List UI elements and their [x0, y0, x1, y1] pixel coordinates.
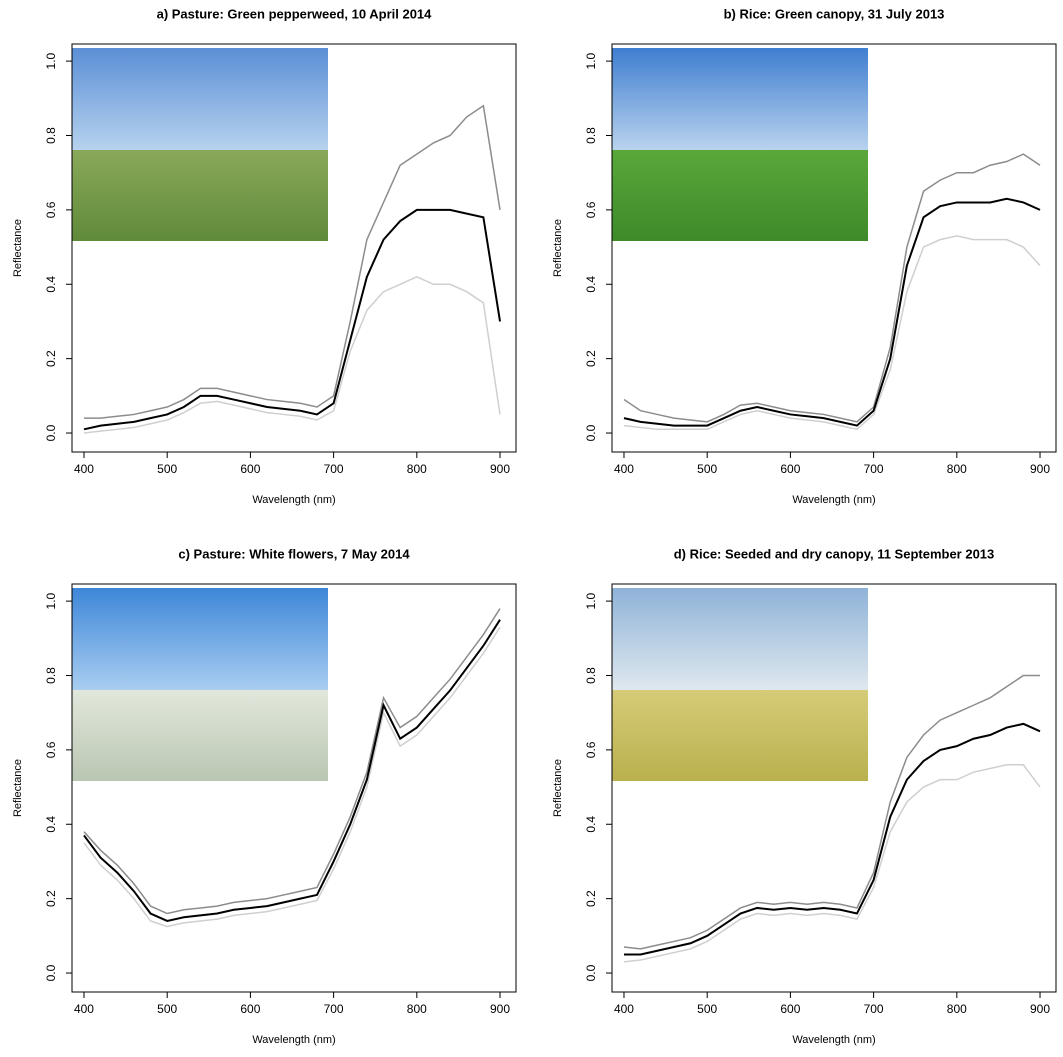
y-tick-label: 0.8 — [584, 667, 598, 684]
spectrum-line — [83, 619, 501, 923]
x-tick-label: 600 — [240, 1002, 260, 1016]
x-axis-label: Wavelength (nm) — [252, 1034, 335, 1046]
y-axis-label: Reflectance — [12, 759, 24, 817]
x-tick-label: 400 — [614, 462, 634, 476]
x-tick-label: 900 — [1030, 1002, 1050, 1016]
x-tick-label: 600 — [240, 462, 260, 476]
photo-sky — [72, 48, 328, 150]
x-tick-label: 800 — [407, 462, 427, 476]
spectrum-line — [623, 764, 1041, 963]
y-tick-label: 0.4 — [44, 816, 58, 833]
panel-title: c) Pasture: White flowers, 7 May 2014 — [178, 546, 410, 561]
panel: b) Rice: Green canopy, 31 July 2013 400 50… — [552, 6, 1057, 506]
y-axis-label: Reflectance — [552, 219, 564, 277]
panel-title: b) Rice: Green canopy, 31 July 2013 — [724, 6, 945, 21]
y-axis-label: Reflectance — [552, 759, 564, 817]
y-tick-label: 0.2 — [44, 890, 58, 907]
x-tick-label: 800 — [947, 1002, 967, 1016]
plot-frame — [611, 583, 1057, 993]
photo-field — [612, 690, 868, 781]
y-tick-label: 1.0 — [584, 52, 598, 69]
y-axis-label: Reflectance — [12, 219, 24, 277]
y-tick-label: 0.4 — [584, 276, 598, 293]
x-axis-label: Wavelength (nm) — [252, 494, 335, 506]
panel: a) Pasture: Green pepperweed, 10 April 2… — [12, 6, 517, 506]
panel-title: d) Rice: Seeded and dry canopy, 11 Septe… — [674, 546, 995, 561]
y-tick-label: 0.6 — [584, 201, 598, 218]
plot-frame — [71, 583, 517, 993]
y-tick-label: 0.2 — [44, 350, 58, 367]
x-axis-label: Wavelength (nm) — [792, 494, 875, 506]
photo-field — [72, 690, 328, 781]
y-tick-label: 0.0 — [584, 964, 598, 981]
y-tick-label: 0.8 — [584, 127, 598, 144]
y-tick-label: 0.8 — [44, 667, 58, 684]
y-tick-label: 0.6 — [584, 741, 598, 758]
y-tick-label: 0.6 — [44, 201, 58, 218]
y-tick-label: 1.0 — [584, 592, 598, 609]
photo-field — [72, 150, 328, 241]
y-tick-label: 1.0 — [44, 592, 58, 609]
spectrum-line — [83, 275, 501, 434]
spectrum-line — [83, 608, 501, 915]
y-tick-label: 0.8 — [44, 127, 58, 144]
y-tick-label: 0.2 — [584, 350, 598, 367]
plot-frame — [611, 43, 1057, 453]
x-tick-label: 900 — [490, 462, 510, 476]
x-tick-label: 400 — [74, 1002, 94, 1016]
x-tick-label: 400 — [74, 462, 94, 476]
spectrum-line — [83, 208, 502, 431]
x-tick-label: 700 — [324, 1002, 344, 1016]
x-tick-label: 700 — [864, 1002, 884, 1016]
photo-sky — [72, 588, 328, 690]
x-tick-label: 600 — [780, 462, 800, 476]
x-tick-label: 500 — [157, 1002, 177, 1016]
spectrum-line — [623, 674, 1041, 950]
y-tick-label: 0.6 — [44, 741, 58, 758]
y-tick-label: 0.4 — [584, 816, 598, 833]
y-tick-label: 1.0 — [44, 52, 58, 69]
x-tick-label: 500 — [157, 462, 177, 476]
spectrum-line — [623, 197, 1041, 427]
x-tick-label: 700 — [864, 462, 884, 476]
spectrum-line — [83, 626, 501, 928]
x-tick-label: 400 — [614, 1002, 634, 1016]
y-tick-label: 0.0 — [44, 424, 58, 441]
x-tick-label: 500 — [697, 1002, 717, 1016]
y-tick-label: 0.2 — [584, 890, 598, 907]
y-tick-label: 0.4 — [44, 276, 58, 293]
spectrum-line — [623, 235, 1041, 431]
spectrum-line — [623, 722, 1041, 956]
x-tick-label: 900 — [1030, 462, 1050, 476]
photo-sky — [612, 588, 868, 690]
x-tick-label: 500 — [697, 462, 717, 476]
x-tick-label: 800 — [407, 1002, 427, 1016]
x-axis-label: Wavelength (nm) — [792, 1034, 875, 1046]
x-tick-label: 700 — [324, 462, 344, 476]
photo-sky — [612, 48, 868, 150]
spectrum-line — [83, 104, 501, 419]
y-tick-label: 0.0 — [44, 964, 58, 981]
x-tick-label: 600 — [780, 1002, 800, 1016]
panel-title: a) Pasture: Green pepperweed, 10 April 2… — [157, 6, 433, 21]
x-tick-label: 900 — [490, 1002, 510, 1016]
panel: d) Rice: Seeded and dry canopy, 11 Septe… — [552, 546, 1057, 1046]
panel: c) Pasture: White flowers, 7 May 2014 400… — [12, 546, 517, 1046]
photo-field — [612, 150, 868, 241]
x-tick-label: 800 — [947, 462, 967, 476]
plot-frame — [71, 43, 517, 453]
spectrum-line — [623, 153, 1041, 423]
y-tick-label: 0.0 — [584, 424, 598, 441]
